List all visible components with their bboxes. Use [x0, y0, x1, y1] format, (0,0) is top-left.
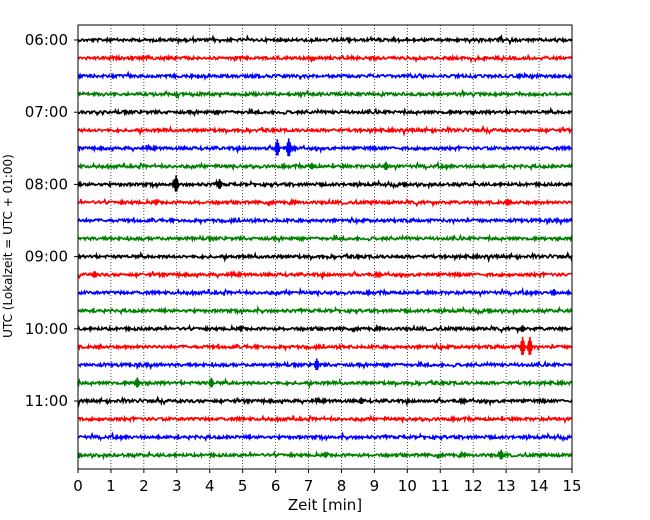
y-axis-ticks: 06:00 07:00 08:00 09:00 10:00 11:00: [25, 31, 78, 410]
trace-row: [77, 88, 573, 101]
trace-line: [77, 33, 573, 46]
trace-line: [77, 377, 573, 390]
trace-line: [77, 431, 573, 443]
y-tick-label: 11:00: [25, 392, 68, 410]
trace-line: [77, 106, 573, 118]
x-tick-label: 1: [106, 477, 116, 495]
x-tick-label: 12: [464, 477, 483, 495]
trace-line: [77, 124, 573, 137]
trace-row: [77, 449, 573, 461]
trace-row: [77, 395, 573, 408]
trace-row: [77, 336, 573, 355]
trace-line: [77, 197, 573, 208]
trace-line: [77, 250, 573, 264]
trace-line: [77, 53, 573, 64]
event-spike: [274, 139, 281, 156]
trace-line: [77, 359, 573, 371]
x-axis-ticks: 0 1 2 3 4 5 6 7 8 9 10 11 12 13 14 15: [73, 469, 582, 495]
event-spike: [519, 336, 526, 355]
x-tick-label: 5: [238, 477, 248, 495]
trace-row: [77, 358, 573, 371]
event-spike: [519, 325, 526, 332]
x-tick-label: 15: [562, 477, 581, 495]
x-tick-label: 14: [530, 477, 549, 495]
event-spike: [208, 377, 215, 388]
y-tick-label: 09:00: [25, 248, 68, 266]
trace-row: [77, 138, 573, 157]
trace-row: [77, 269, 573, 281]
x-tick-label: 8: [337, 477, 347, 495]
trace-row: [77, 124, 573, 137]
event-spike: [382, 161, 390, 171]
trace-row: [77, 286, 573, 298]
trace-line: [77, 70, 573, 82]
event-spike: [91, 270, 98, 278]
x-tick-label: 10: [398, 477, 417, 495]
trace-line: [77, 215, 573, 227]
trace-row: [77, 197, 573, 208]
event-spike: [498, 449, 505, 460]
trace-line: [77, 286, 573, 298]
trace-row: [77, 233, 573, 244]
x-tick-label: 13: [497, 477, 516, 495]
trace-line: [77, 160, 573, 172]
trace-row: [77, 33, 573, 46]
x-tick-label: 7: [304, 477, 314, 495]
trace-line: [77, 413, 573, 425]
trace-row: [77, 175, 573, 192]
trace-row: [77, 304, 573, 316]
trace-line: [77, 395, 573, 408]
event-spike: [308, 162, 316, 170]
trace-row: [77, 160, 573, 172]
y-tick-label: 10:00: [25, 320, 68, 338]
trace-row: [77, 377, 573, 390]
trace-line: [77, 88, 573, 101]
event-spike: [504, 198, 511, 206]
event-spike: [550, 289, 558, 296]
trace-row: [77, 53, 573, 64]
grid-lines: [110, 25, 540, 469]
trace-line: [77, 450, 573, 461]
trace-row: [77, 413, 573, 425]
trace-row: [77, 323, 573, 335]
x-tick-label: 11: [431, 477, 450, 495]
x-tick-label: 3: [172, 477, 182, 495]
trace-row: [77, 431, 573, 443]
y-tick-label: 08:00: [25, 175, 68, 193]
event-spike: [285, 138, 292, 157]
x-tick-label: 2: [139, 477, 149, 495]
y-tick-label: 07:00: [25, 103, 68, 121]
x-tick-label: 0: [73, 477, 83, 495]
trace-layer: [77, 33, 573, 461]
plot-frame: [77, 24, 573, 470]
trace-row: [77, 250, 573, 264]
x-tick-label: 9: [370, 477, 380, 495]
x-tick-label: 4: [205, 477, 215, 495]
event-spike: [134, 377, 141, 388]
trace-row: [77, 70, 573, 82]
trace-line: [77, 178, 573, 190]
x-axis-label: Zeit [min]: [288, 496, 362, 514]
trace-line: [77, 342, 573, 352]
trace-line: [77, 233, 573, 244]
event-spike: [526, 336, 534, 355]
trace-line: [77, 143, 573, 155]
y-axis-label: UTC (Lokalzeit = UTC + 01:00): [1, 154, 15, 338]
event-spike: [313, 358, 320, 371]
event-spike: [358, 397, 365, 404]
trace-line: [77, 304, 573, 316]
event-spike: [216, 178, 223, 189]
event-spike: [172, 175, 180, 192]
x-tick-label: 6: [271, 477, 281, 495]
y-tick-label: 06:00: [25, 31, 68, 49]
trace-line: [77, 269, 573, 281]
trace-row: [77, 106, 573, 118]
trace-line: [77, 323, 573, 335]
trace-row: [77, 215, 573, 227]
